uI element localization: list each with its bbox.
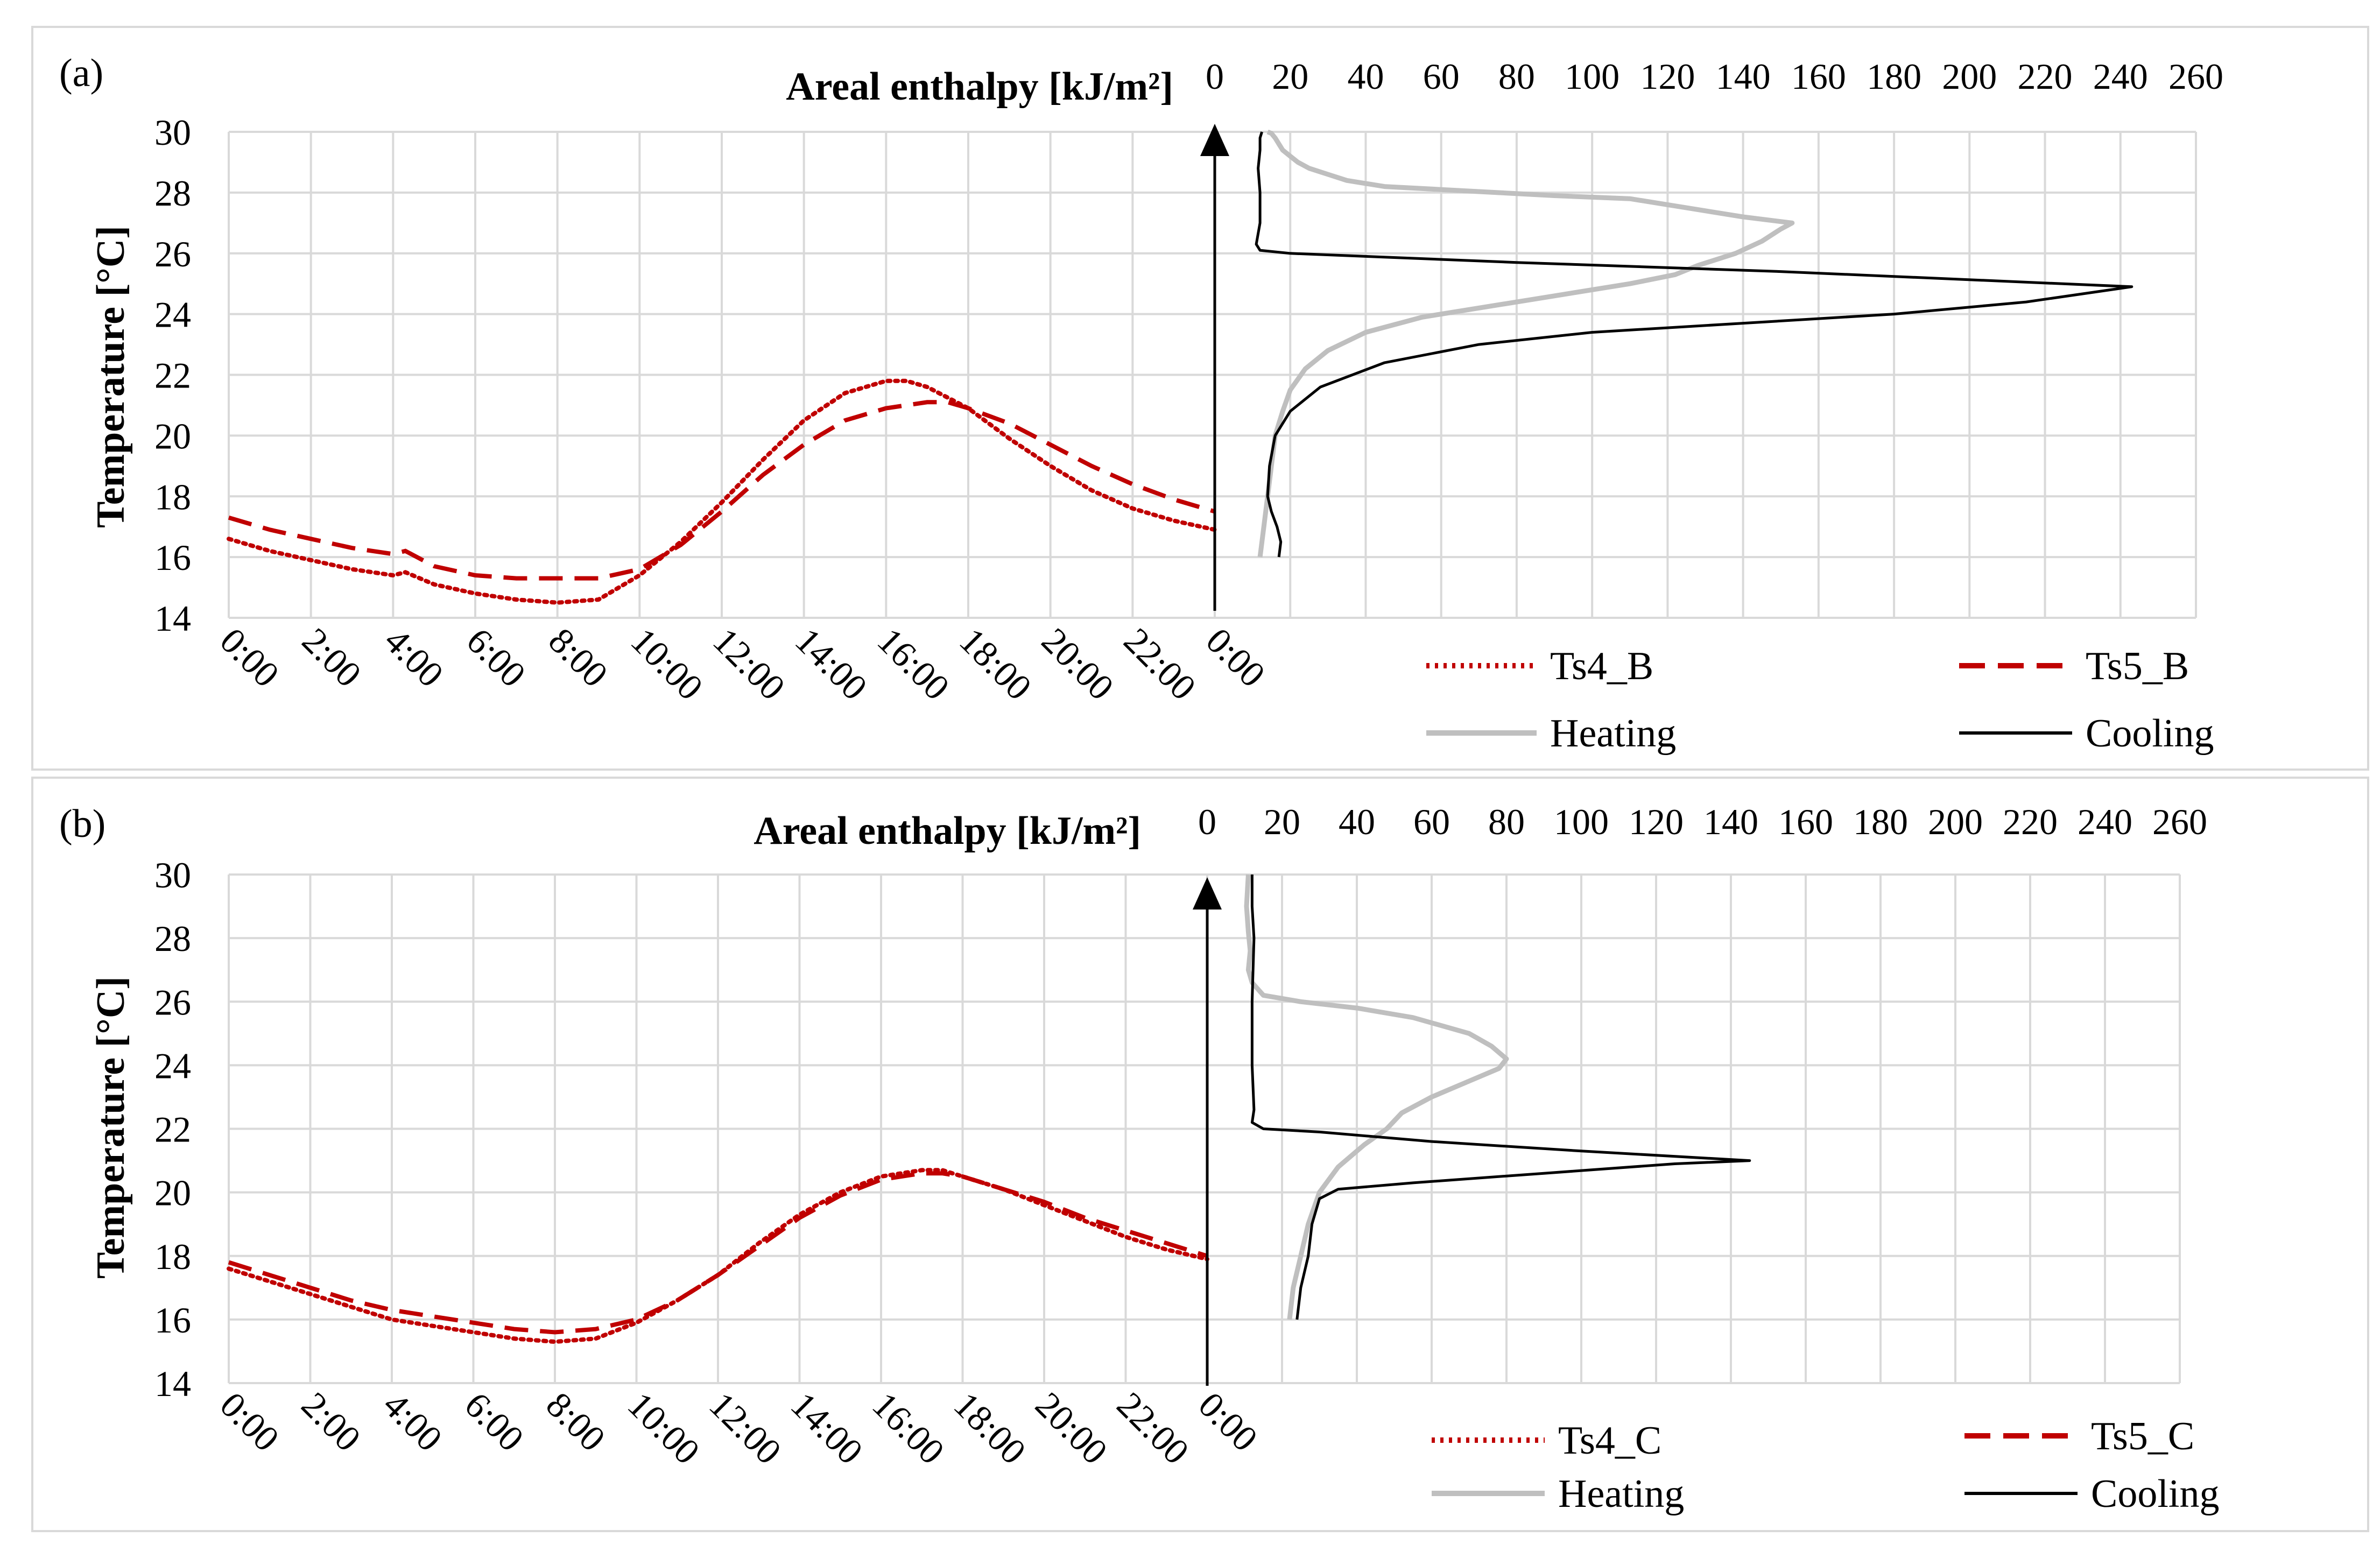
y-tick-label: 28 [154,173,191,214]
enthalpy-tick-label: 20 [1264,801,1300,842]
enthalpy-tick-label: 260 [2152,801,2207,842]
series-ts4-b [227,378,1217,605]
enthalpy-tick-label: 200 [1942,56,1997,97]
enthalpy-tick-label: 120 [1629,801,1684,842]
legend-heating-a-label: Heating [1550,711,1676,756]
panel-b-legend: Ts4_C Ts5_C Heating Cooling [1432,1414,2219,1516]
panel-a-y-ticks: 14 16 18 20 22 24 26 28 30 [154,112,191,639]
panel-b-axis-arrow [1193,877,1222,910]
y-tick-label: 14 [154,598,191,639]
legend-cooling-a-label: Cooling [2086,711,2214,756]
y-tick-label: 16 [154,1300,191,1341]
panel-a-enthalpy-ticks: 0 20 40 60 80 100 120 140 160 180 200 220 240 260 [1206,56,2223,97]
enthalpy-tick-label: 20 [1272,56,1308,97]
series-heating-b [1244,874,1509,1320]
panel-a-label: (a) [59,51,103,95]
enthalpy-tick-label: 180 [1867,56,1921,97]
enthalpy-tick-label: 180 [1853,801,1908,842]
y-tick-label: 26 [154,234,191,274]
y-tick-label: 30 [154,855,191,896]
panel-a: (a) Areal enthalpy [kJ/m²] 0 20 40 60 80 100 1… [31,26,2369,771]
y-tick-label: 20 [154,415,191,456]
legend-ts4-c-label: Ts4_C [1558,1419,1661,1463]
panel-b-y-axis-title: Temperature [°C] [89,976,133,1279]
panel-a-enthalpy-axis-title: Areal enthalpy [kJ/m²] [786,65,1173,109]
panel-b-frame [31,777,2369,1532]
panel-b-label: (b) [59,802,105,846]
y-tick-label: 22 [154,355,191,396]
y-tick-label: 24 [154,294,191,335]
enthalpy-tick-label: 80 [1488,801,1525,842]
enthalpy-tick-label: 60 [1423,56,1460,97]
y-tick-label: 18 [154,476,191,517]
enthalpy-tick-label: 0 [1198,801,1216,842]
enthalpy-tick-label: 120 [1640,56,1695,97]
y-tick-label: 24 [154,1045,191,1086]
panel-a-legend: Ts4_B Ts5_B Heating Cooling [1426,644,2214,756]
y-tick-label: 22 [154,1109,191,1150]
legend-cooling-b-label: Cooling [2091,1472,2219,1516]
enthalpy-tick-label: 0 [1206,56,1224,97]
legend-heating-b-label: Heating [1558,1472,1684,1516]
enthalpy-tick-label: 200 [1928,801,1983,842]
legend-ts5-c-label: Ts5_C [2091,1414,2194,1458]
enthalpy-tick-label: 260 [2168,56,2223,97]
series-cooling-a [1255,131,2133,558]
panel-a-axis-arrow [1200,124,1229,156]
y-tick-label: 20 [154,1173,191,1214]
enthalpy-tick-label: 160 [1791,56,1846,97]
panel-b-enthalpy-axis-title: Areal enthalpy [kJ/m²] [754,809,1141,853]
enthalpy-tick-label: 220 [2003,801,2058,842]
y-tick-label: 26 [154,982,191,1023]
enthalpy-tick-label: 240 [2093,56,2148,97]
enthalpy-tick-label: 220 [2018,56,2073,97]
y-tick-label: 16 [154,537,191,578]
panel-b-grid [228,873,2181,1384]
enthalpy-tick-label: 140 [1716,56,1771,97]
series-heating-a [1257,129,1795,558]
series-ts5-c [228,1171,1208,1335]
enthalpy-tick-label: 160 [1778,801,1833,842]
enthalpy-tick-label: 100 [1565,56,1619,97]
enthalpy-tick-label: 240 [2078,801,2132,842]
panel-b-enthalpy-ticks: 0 20 40 60 80 100 120 140 160 180 200 220 240 260 [1198,801,2207,842]
enthalpy-tick-label: 40 [1347,56,1384,97]
y-tick-label: 18 [154,1236,191,1277]
enthalpy-tick-label: 100 [1554,801,1609,842]
panel-b-series [227,874,1751,1344]
y-tick-label: 28 [154,918,191,959]
y-tick-label: 14 [154,1363,191,1404]
enthalpy-tick-label: 140 [1703,801,1758,842]
enthalpy-tick-label: 40 [1339,801,1375,842]
legend-ts5-b-label: Ts5_B [2086,644,2189,688]
enthalpy-tick-label: 60 [1413,801,1450,842]
panel-b-y-ticks: 14 16 18 20 22 24 26 28 30 [154,855,191,1404]
series-cooling-b [1250,875,1751,1320]
y-tick-label: 30 [154,112,191,153]
legend-ts4-b-label: Ts4_B [1550,644,1653,688]
enthalpy-tick-label: 80 [1498,56,1535,97]
panel-a-y-axis-title: Temperature [°C] [89,225,133,528]
panel-a-frame [31,26,2369,771]
panel-b: (b) Areal enthalpy [kJ/m²] 0 20 40 60 80 100 1… [31,777,2369,1532]
panel-a-series [227,129,2133,605]
